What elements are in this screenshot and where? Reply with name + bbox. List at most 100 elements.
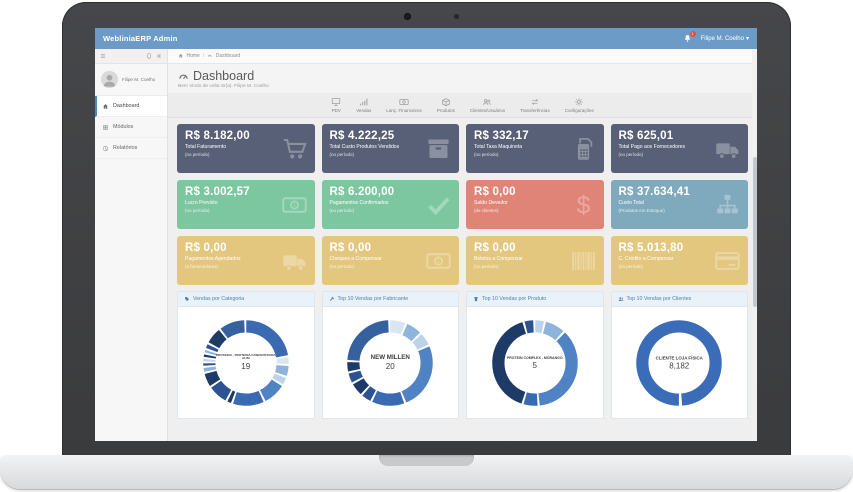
bar-chart-icon <box>359 98 368 106</box>
tags-icon <box>185 297 189 301</box>
sidebar-toolbar <box>95 49 167 64</box>
stat-label: Pagamentos Confirmados <box>329 200 389 206</box>
svg-text:$: $ <box>576 192 590 218</box>
user-menu-name: Filipe M. Coelho <box>700 35 744 42</box>
panel-header: Vendas por Categoria <box>178 292 314 307</box>
stat-label: C. Crédito a Compensar <box>618 256 674 262</box>
svg-text:1: 1 <box>437 259 440 265</box>
donut-chart-produto <box>491 319 578 406</box>
svg-text:1: 1 <box>292 203 295 209</box>
stat-card-pagamentos-confirmados: R$ 6.200,00 Pagamentos Confirmados (no p… <box>321 180 459 229</box>
stat-card-taxa-maquineta: R$ 332,17 Total Taxa Maquineta (no perío… <box>466 124 604 173</box>
stat-card-saldo-devedor: R$ 0,00 Saldo Devedor (de clientes) $ <box>466 180 604 229</box>
menu-toggle-icon[interactable] <box>100 53 106 59</box>
gear-icon[interactable] <box>156 53 162 59</box>
scrollbar-thumb[interactable] <box>752 157 757 307</box>
notification-badge: 1 <box>689 30 696 37</box>
stat-card-lucro-previsto: R$ 3.002,57 Lucro Previsto (no período) … <box>177 180 315 229</box>
page-header: Dashboard Bem Vindo de volta Sr(a). Fili… <box>168 64 757 94</box>
dollar-icon: $ <box>570 191 597 218</box>
laptop-base <box>0 455 853 489</box>
chart-panels: Vendas por Categoria PROTEINA - PROTEINA… <box>177 291 748 419</box>
stat-sublabel: (no período) <box>474 264 499 269</box>
stat-label: Pagamentos Agendados <box>185 256 241 262</box>
breadcrumb-current: Dashboard <box>215 53 241 59</box>
tool-clientes[interactable]: Clientes/Usuários <box>470 97 505 113</box>
gear-icon <box>575 98 583 106</box>
stat-sublabel: (no período) <box>474 152 499 157</box>
box-icon <box>442 98 450 107</box>
panel-title: Top 10 Vendas por Produto <box>482 296 547 302</box>
stat-label: Boletos a Compensar <box>474 256 523 262</box>
stat-sublabel: (Produtos em Estoque) <box>618 208 665 213</box>
sidebar-item-relatorios[interactable]: Relatórios <box>95 138 167 159</box>
stat-sublabel: (no período) <box>185 208 210 213</box>
user-menu[interactable]: Filipe M. Coelho ▾ <box>700 35 749 43</box>
panel-header: Top 10 Vendas por Produto <box>467 292 603 307</box>
stat-value: R$ 6.200,00 <box>329 186 395 198</box>
breadcrumb-separator: / <box>202 53 205 59</box>
sidebar-user[interactable]: Filipe M. Coelho <box>95 64 167 96</box>
stat-card-custo-produtos: R$ 4.222,25 Total Custo Produtos Vendido… <box>321 124 459 173</box>
donut-chart-categoria <box>202 319 289 406</box>
stat-label: Cheques a Compensar <box>329 256 382 262</box>
chart-panel-fabricante: Top 10 Vendas por Fabricante NEW MILLEN … <box>321 291 459 419</box>
stat-label: Saldo Devedor <box>474 200 508 206</box>
stat-sublabel: (no período) <box>618 264 644 269</box>
panel-header: Top 10 Vendas por Fabricante <box>322 292 458 307</box>
tool-financeiro[interactable]: Lanç. Financeiros <box>386 97 422 113</box>
stat-sublabel: (no período) <box>618 152 644 157</box>
notifications-button[interactable]: 1 <box>683 30 696 44</box>
breadcrumb-home[interactable]: Home <box>186 53 200 59</box>
dashboard-icon <box>208 55 212 58</box>
avatar <box>101 71 118 88</box>
home-icon <box>103 103 108 109</box>
stat-value: R$ 0,00 <box>474 186 516 198</box>
chart-panel-produto: Top 10 Vendas por Produto PROTEIN COMPLE… <box>466 291 604 419</box>
stat-value: R$ 0,00 <box>474 242 516 254</box>
stat-value: R$ 37.634,41 <box>618 186 690 198</box>
stat-card-pagamentos-agendados: R$ 0,00 Pagamentos Agendados (a forneced… <box>177 236 315 285</box>
webcam-led-icon <box>454 14 459 19</box>
donut-chart-fabricante <box>347 319 434 406</box>
scrollbar-track[interactable] <box>752 49 757 441</box>
chart-panel-categoria: Vendas por Categoria PROTEINA - PROTEINA… <box>177 291 315 419</box>
tool-pdv[interactable]: PDV <box>331 97 341 113</box>
shirt-icon <box>473 296 479 302</box>
stat-value: R$ 332,17 <box>474 130 529 142</box>
stat-sublabel: (no período) <box>185 152 210 157</box>
main-content: Home / Dashboard Dashboard Bem Vindo de … <box>168 49 757 441</box>
tool-produtos[interactable]: Produtos <box>437 97 455 113</box>
grid-icon <box>103 124 108 130</box>
truck-icon <box>281 247 308 274</box>
mobile-icon[interactable] <box>146 53 152 59</box>
monitor-icon <box>332 98 341 106</box>
stat-value: R$ 3.002,57 <box>185 186 250 198</box>
tool-configuracoes[interactable]: Configurações <box>565 97 594 113</box>
bell-icon <box>684 34 690 42</box>
wrench-icon <box>329 296 334 301</box>
stat-label: Total Pago aos Fornecedores <box>618 144 686 150</box>
chevron-down-icon: ▾ <box>745 36 749 42</box>
brand-title: WebliniaERP Admin <box>103 34 178 43</box>
stat-label: Total Taxa Maquineta <box>474 144 523 150</box>
tool-vendas[interactable]: Vendas <box>356 97 371 113</box>
breadcrumb: Home / Dashboard <box>168 49 757 64</box>
laptop-base-notch <box>379 455 474 466</box>
stat-sublabel: (no período) <box>329 208 355 213</box>
stat-label: Custo Total <box>618 200 644 206</box>
sidebar-item-modulos[interactable]: Módulos <box>95 117 167 138</box>
banknote-icon <box>399 99 409 105</box>
cart-icon <box>281 135 308 162</box>
stat-card-faturamento: R$ 8.182,00 Total Faturamento (no períod… <box>177 124 315 173</box>
sidebar-item-label: Dashboard <box>113 103 140 109</box>
sidebar-item-dashboard[interactable]: Dashboard <box>95 96 167 117</box>
stat-sublabel: (de clientes) <box>474 208 499 213</box>
top-navbar: WebliniaERP Admin 1 Filipe M. Coelho ▾ <box>95 28 757 49</box>
page-title: Dashboard <box>178 69 747 83</box>
stat-value: R$ 4.222,25 <box>329 130 395 142</box>
sidebar: Filipe M. Coelho Dashboard Módulos Relat… <box>95 49 168 441</box>
tool-transferencias[interactable]: Transferências <box>520 97 550 113</box>
stat-card-credito: R$ 5.013,80 C. Crédito a Compensar (no p… <box>610 236 748 285</box>
